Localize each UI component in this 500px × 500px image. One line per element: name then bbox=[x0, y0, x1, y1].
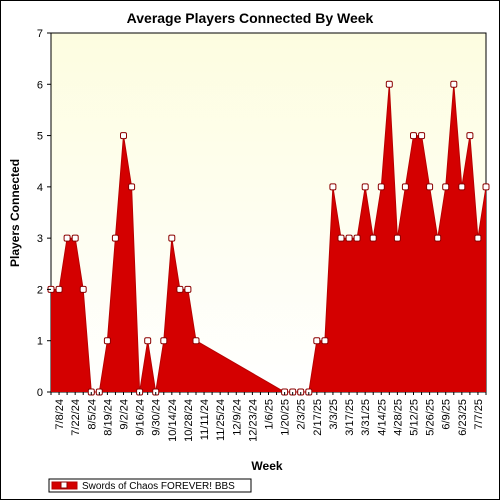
data-point-marker[interactable] bbox=[79, 285, 87, 293]
data-point-marker[interactable] bbox=[176, 285, 184, 293]
data-point-marker[interactable] bbox=[184, 285, 192, 293]
x-tick-label: 9/2/24 bbox=[119, 399, 131, 430]
x-tick-label: 11/25/24 bbox=[215, 399, 227, 441]
data-point-marker[interactable] bbox=[103, 337, 111, 345]
chart-title: Average Players Connected By Week bbox=[127, 10, 374, 26]
y-tick-label: 4 bbox=[37, 182, 43, 194]
x-tick-label: 8/5/24 bbox=[86, 399, 98, 430]
data-point-marker[interactable] bbox=[482, 183, 490, 191]
data-point-marker[interactable] bbox=[466, 132, 474, 140]
series-area bbox=[51, 84, 486, 393]
x-tick-label: 3/31/25 bbox=[360, 399, 372, 436]
y-axis-label: Players Connected bbox=[8, 159, 22, 267]
y-tick-label: 6 bbox=[37, 79, 43, 91]
data-point-marker[interactable] bbox=[401, 183, 409, 191]
data-point-marker[interactable] bbox=[313, 337, 321, 345]
x-axis-label: Week bbox=[251, 459, 282, 473]
x-tick-label: 9/30/24 bbox=[151, 399, 163, 436]
data-point-marker[interactable] bbox=[418, 132, 426, 140]
data-point-marker[interactable] bbox=[345, 234, 353, 242]
x-tick-label: 6/9/25 bbox=[441, 399, 453, 430]
data-point-marker[interactable] bbox=[450, 80, 458, 88]
data-point-marker[interactable] bbox=[144, 337, 152, 345]
legend-box bbox=[48, 478, 252, 493]
data-point-marker[interactable] bbox=[337, 234, 345, 242]
data-point-marker[interactable] bbox=[369, 234, 377, 242]
data-point-marker[interactable] bbox=[55, 285, 63, 293]
y-tick-label: 2 bbox=[37, 284, 43, 296]
x-tick-label: 9/16/24 bbox=[135, 399, 147, 436]
y-tick-label: 3 bbox=[37, 233, 43, 245]
x-tick-label: 7/7/25 bbox=[473, 399, 485, 430]
x-tick-label: 7/22/24 bbox=[70, 399, 82, 436]
data-point-marker[interactable] bbox=[353, 234, 361, 242]
data-point-marker[interactable] bbox=[434, 234, 442, 242]
data-point-marker[interactable] bbox=[63, 234, 71, 242]
data-point-marker[interactable] bbox=[111, 234, 119, 242]
x-tick-label: 5/12/25 bbox=[409, 399, 421, 436]
x-tick-label: 3/3/25 bbox=[328, 399, 340, 430]
x-tick-label: 8/19/24 bbox=[102, 399, 114, 436]
data-point-marker[interactable] bbox=[321, 337, 329, 345]
x-tick-label: 6/23/25 bbox=[457, 399, 469, 436]
data-point-marker[interactable] bbox=[474, 234, 482, 242]
y-tick-label: 0 bbox=[37, 387, 43, 399]
data-point-marker[interactable] bbox=[361, 183, 369, 191]
legend-label: Swords of Chaos FOREVER! BBS bbox=[82, 481, 235, 492]
data-point-marker[interactable] bbox=[426, 183, 434, 191]
x-tick-label: 10/14/24 bbox=[167, 399, 179, 442]
legend: Swords of Chaos FOREVER! BBS bbox=[48, 478, 252, 493]
data-point-marker[interactable] bbox=[120, 132, 127, 140]
data-point-marker[interactable] bbox=[329, 183, 337, 191]
data-point-marker[interactable] bbox=[385, 80, 393, 88]
x-tick-label: 4/28/25 bbox=[392, 399, 404, 436]
y-tick-label: 5 bbox=[37, 131, 43, 143]
x-tick-label: 12/9/24 bbox=[231, 399, 243, 436]
x-tick-label: 10/28/24 bbox=[183, 399, 195, 442]
x-tick-label: 7/8/24 bbox=[54, 399, 66, 430]
x-tick-label: 4/14/25 bbox=[376, 399, 388, 436]
legend-marker bbox=[60, 481, 68, 489]
x-tick-label: 2/17/25 bbox=[312, 399, 324, 436]
data-point-marker[interactable] bbox=[160, 337, 168, 345]
x-tick-label: 5/26/25 bbox=[425, 399, 437, 436]
data-point-marker[interactable] bbox=[192, 337, 200, 345]
x-tick-label: 3/17/25 bbox=[344, 399, 356, 436]
data-point-marker[interactable] bbox=[377, 183, 385, 191]
x-tick-label: 2/3/25 bbox=[296, 399, 308, 430]
x-tick-label: 1/20/25 bbox=[280, 399, 292, 436]
data-point-marker[interactable] bbox=[168, 234, 176, 242]
data-point-marker[interactable] bbox=[410, 132, 417, 140]
x-tick-label: 12/23/24 bbox=[247, 399, 259, 442]
y-tick-label: 7 bbox=[37, 28, 43, 40]
x-tick-label: 1/6/25 bbox=[264, 399, 276, 430]
data-point-marker[interactable] bbox=[128, 183, 136, 191]
data-point-marker[interactable] bbox=[71, 234, 79, 242]
x-tick-label: 11/11/24 bbox=[199, 399, 211, 440]
data-point-marker[interactable] bbox=[458, 183, 466, 191]
data-point-marker[interactable] bbox=[442, 183, 450, 191]
data-point-marker[interactable] bbox=[393, 234, 401, 242]
y-tick-label: 1 bbox=[37, 336, 43, 348]
